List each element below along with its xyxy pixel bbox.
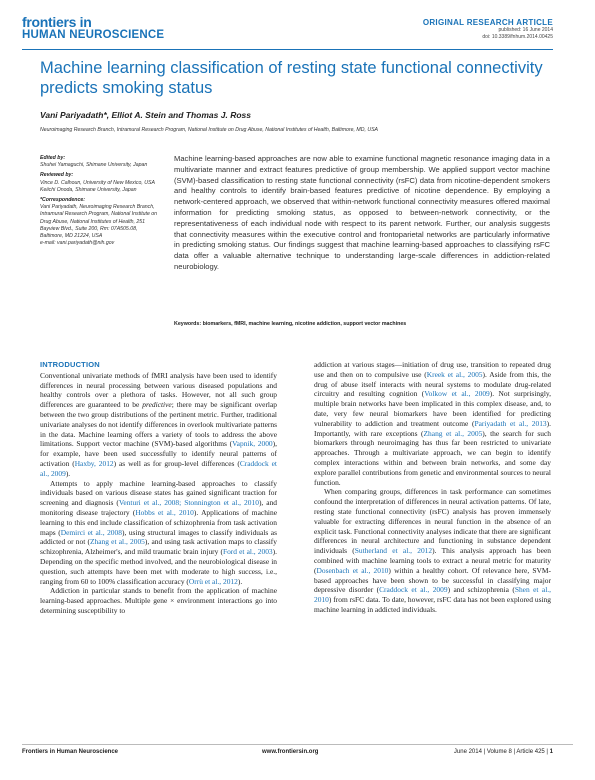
- edited-by: Shuhei Yamaguchi, Shimane University, Ja…: [40, 162, 148, 169]
- introduction-heading: INTRODUCTION: [40, 360, 100, 369]
- article-meta: ORIGINAL RESEARCH ARTICLE published: 16 …: [423, 18, 553, 41]
- logo-line1: frontiers in: [22, 14, 92, 30]
- citation-link[interactable]: Zhang et al., 2005: [423, 428, 483, 438]
- paragraph: Attempts to apply machine learning-based…: [40, 478, 278, 586]
- reviewer-1: Vince D. Calhoun, University of New Mexi…: [40, 179, 155, 186]
- citation-link[interactable]: Volkow et al., 2009: [424, 389, 490, 399]
- keywords-list: biomarkers, fMRI, machine learning, nico…: [202, 321, 407, 327]
- citation-link[interactable]: Shen et al., 2010: [314, 585, 551, 605]
- logo-line2: HUMAN NEUROSCIENCE: [22, 29, 165, 41]
- article-title: Machine learning classification of resti…: [40, 59, 543, 97]
- citation-link[interactable]: Haxby, 2012: [74, 458, 114, 468]
- authors: Vani Pariyadath*, Elliot A. Stein and Th…: [40, 110, 251, 120]
- keywords-line: Keywords: biomarkers, fMRI, machine lear…: [174, 321, 406, 327]
- footer-journal: Frontiers in Human Neuroscience: [22, 749, 119, 755]
- citation-link[interactable]: Pariyadath et al., 2013: [474, 418, 547, 428]
- doi: doi: 10.3389/fnhum.2014.00425: [482, 34, 553, 40]
- correspondence-address: Vani Pariyadath, Neuroimaging Research B…: [40, 204, 158, 240]
- footer-issue-text: June 2014 | Volume 8 | Article 425 |: [453, 749, 548, 755]
- published-date: published: 16 June 2014: [498, 27, 554, 33]
- citation-link[interactable]: Sutherland et al., 2012: [354, 546, 433, 556]
- citation-link[interactable]: Hobbs et al., 2010: [135, 507, 194, 517]
- right-column: addiction at various stages—initiation o…: [314, 360, 551, 615]
- paragraph: Conventional univariate methods of fMRI …: [40, 370, 278, 478]
- page-number: 1: [549, 749, 553, 755]
- reviewer-2: Keiichi Onoda, Shimane University, Japan: [40, 186, 137, 193]
- paragraph: Addiction in particular stands to benefi…: [40, 586, 277, 615]
- left-column: INTRODUCTION Conventional univariate met…: [40, 360, 277, 616]
- paragraph: addiction at various stages—initiation o…: [314, 360, 551, 487]
- abstract: Machine learning-based approaches are no…: [174, 154, 550, 271]
- citation-link[interactable]: Ford et al., 2003: [222, 547, 273, 557]
- paragraph: When comparing groups, differences in ta…: [314, 487, 551, 614]
- correspondence-label: *Correspondence:: [40, 197, 85, 204]
- citation-link[interactable]: Dosenbach et al., 2010: [316, 565, 389, 575]
- affiliation: Neuroimaging Research Branch, Intramural…: [40, 127, 379, 133]
- citation-link[interactable]: Craddock et al., 2009: [40, 458, 277, 478]
- editorial-sidebar: Edited by: Shuhei Yamaguchi, Shimane Uni…: [40, 155, 158, 250]
- footer-url[interactable]: www.frontiersin.org: [262, 749, 319, 755]
- citation-link[interactable]: Venturi et al., 2008; Stonnington et al.…: [118, 498, 259, 508]
- footer-divider: [22, 744, 573, 745]
- citation-link[interactable]: Demirci et al., 2008: [60, 527, 122, 537]
- keywords-label: Keywords:: [174, 321, 202, 327]
- article-type: ORIGINAL RESEARCH ARTICLE: [422, 18, 553, 27]
- header-divider: [22, 49, 553, 50]
- citation-link[interactable]: Craddock et al., 2009: [379, 585, 448, 595]
- citation-link[interactable]: Kreek et al., 2005: [426, 369, 483, 379]
- correspondence-email[interactable]: e-mail: vani.pariyadath@nih.gov: [40, 240, 115, 247]
- journal-logo: frontiers in HUMAN NEUROSCIENCE: [22, 14, 165, 42]
- citation-link[interactable]: Zhang et al., 2005: [89, 537, 145, 547]
- footer-issue: June 2014 | Volume 8 | Article 425 | 1: [454, 749, 553, 755]
- citation-link[interactable]: Vapnik, 2000: [232, 439, 273, 449]
- reviewed-by-label: Reviewed by:: [40, 172, 74, 179]
- citation-link[interactable]: Orrù et al., 2012: [188, 576, 238, 586]
- edited-by-label: Edited by:: [40, 155, 66, 161]
